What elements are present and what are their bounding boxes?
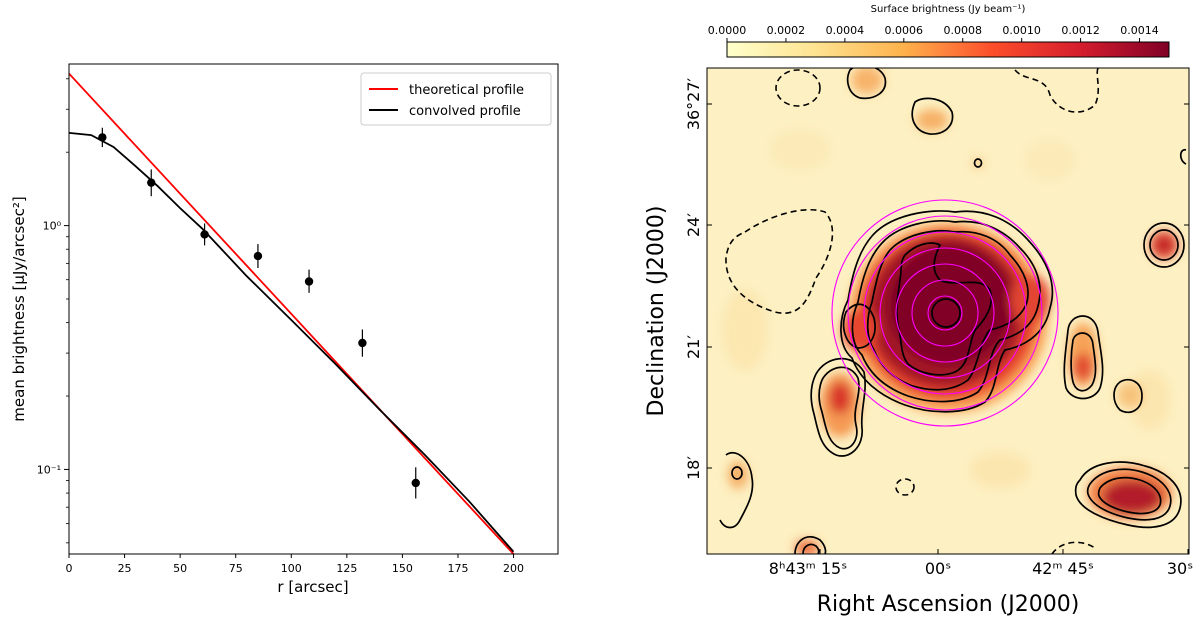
- data-point: [411, 478, 420, 488]
- profile-x-ticks: 0 25 50 75 100 125 150 175 200: [66, 554, 524, 575]
- x-tick-label: 100: [281, 562, 302, 575]
- data-point: [253, 251, 263, 261]
- profile-y-ticks: 10⁻¹ 10⁰: [37, 78, 69, 544]
- y-tick-label: 10⁰: [43, 220, 62, 233]
- data-point: [200, 230, 209, 239]
- profile-legend: theoretical profile convolved profile: [360, 72, 552, 126]
- x-tick-label: 200: [503, 562, 524, 575]
- x-tick-label: 150: [392, 562, 413, 575]
- map-xtick-1: 00ˢ: [925, 559, 951, 578]
- colorbar-gradient: [726, 41, 1170, 58]
- convolved-profile-line: [69, 132, 515, 553]
- colorbar-tick-label: 0.0000: [708, 24, 747, 37]
- y-tick-label: 10⁻¹: [37, 463, 61, 476]
- data-point: [358, 338, 367, 348]
- map-y-label: Declination (J2000): [644, 206, 669, 417]
- map-xtick-3: 30ˢ: [1167, 559, 1193, 578]
- map-ytick-1: 24′: [684, 213, 703, 237]
- legend-box: [360, 72, 552, 126]
- data-point: [147, 178, 156, 187]
- map-ytick-3: 18′: [684, 456, 703, 480]
- profile-chart: 0 25 50 75 100 125 150 175 200 10⁻¹ 10⁰ r [arcsec…: [10, 63, 559, 596]
- negative-contours: [725, 68, 1100, 554]
- legend-label-convolved: convolved profile: [409, 104, 521, 119]
- radio-map: 8ʰ43ᵐ 15ˢ 00ˢ 42ᵐ 45ˢ 30ˢ 36°27′ 24′ 21′…: [644, 4, 1193, 617]
- map-frame: [706, 67, 1190, 555]
- profile-points: [98, 127, 420, 499]
- map-x-label: Right Ascension (J2000): [817, 592, 1080, 617]
- data-point: [304, 277, 314, 286]
- x-tick-label: 175: [447, 562, 468, 575]
- profile-plot-area: [69, 64, 558, 554]
- data-point: [98, 133, 107, 142]
- x-tick-label: 75: [229, 562, 243, 575]
- legend-label-theoretical: theoretical profile: [409, 83, 524, 98]
- x-tick-label: 25: [118, 562, 132, 575]
- colorbar: 0.0000 0.0002 0.0004 0.0006 0.0008 0.0010 0.00…: [708, 4, 1170, 58]
- x-tick-label: 0: [66, 562, 73, 575]
- colorbar-label: Surface brightness (Jy beam⁻¹): [871, 4, 1026, 15]
- map-xtick-0: 8ʰ43ᵐ 15ˢ: [769, 559, 847, 578]
- colorbar-tick-label: 0.0012: [1061, 24, 1100, 37]
- annuli: [831, 199, 1059, 427]
- colorbar-tick-label: 0.0014: [1120, 24, 1159, 37]
- colorbar-tick-label: 0.0002: [767, 24, 806, 37]
- positive-contours: [719, 68, 1187, 554]
- profile-frame: [68, 63, 559, 555]
- map-xtick-2: 42ᵐ 45ˢ: [1032, 559, 1094, 578]
- colorbar-tick-label: 0.0008: [943, 24, 982, 37]
- theoretical-profile-line: [69, 72, 515, 554]
- map-tick-marks: [707, 103, 1189, 554]
- colorbar-tick-label: 0.0010: [1002, 24, 1041, 37]
- colorbar-ticks: 0.0000 0.0002 0.0004 0.0006 0.0008 0.0010 0.00…: [708, 24, 1159, 42]
- colorbar-tick-label: 0.0006: [885, 24, 924, 37]
- map-image: [707, 68, 1189, 554]
- x-tick-label: 125: [336, 562, 357, 575]
- map-ytick-2: 21′: [684, 335, 703, 359]
- profile-lines: [69, 72, 515, 554]
- profile-x-label: r [arcsec]: [277, 578, 348, 596]
- profile-y-label: mean brightness [μJy/arcsec²]: [10, 196, 28, 421]
- x-tick-label: 50: [173, 562, 187, 575]
- map-ytick-0: 36°27′: [684, 77, 703, 130]
- colorbar-tick-label: 0.0004: [826, 24, 865, 37]
